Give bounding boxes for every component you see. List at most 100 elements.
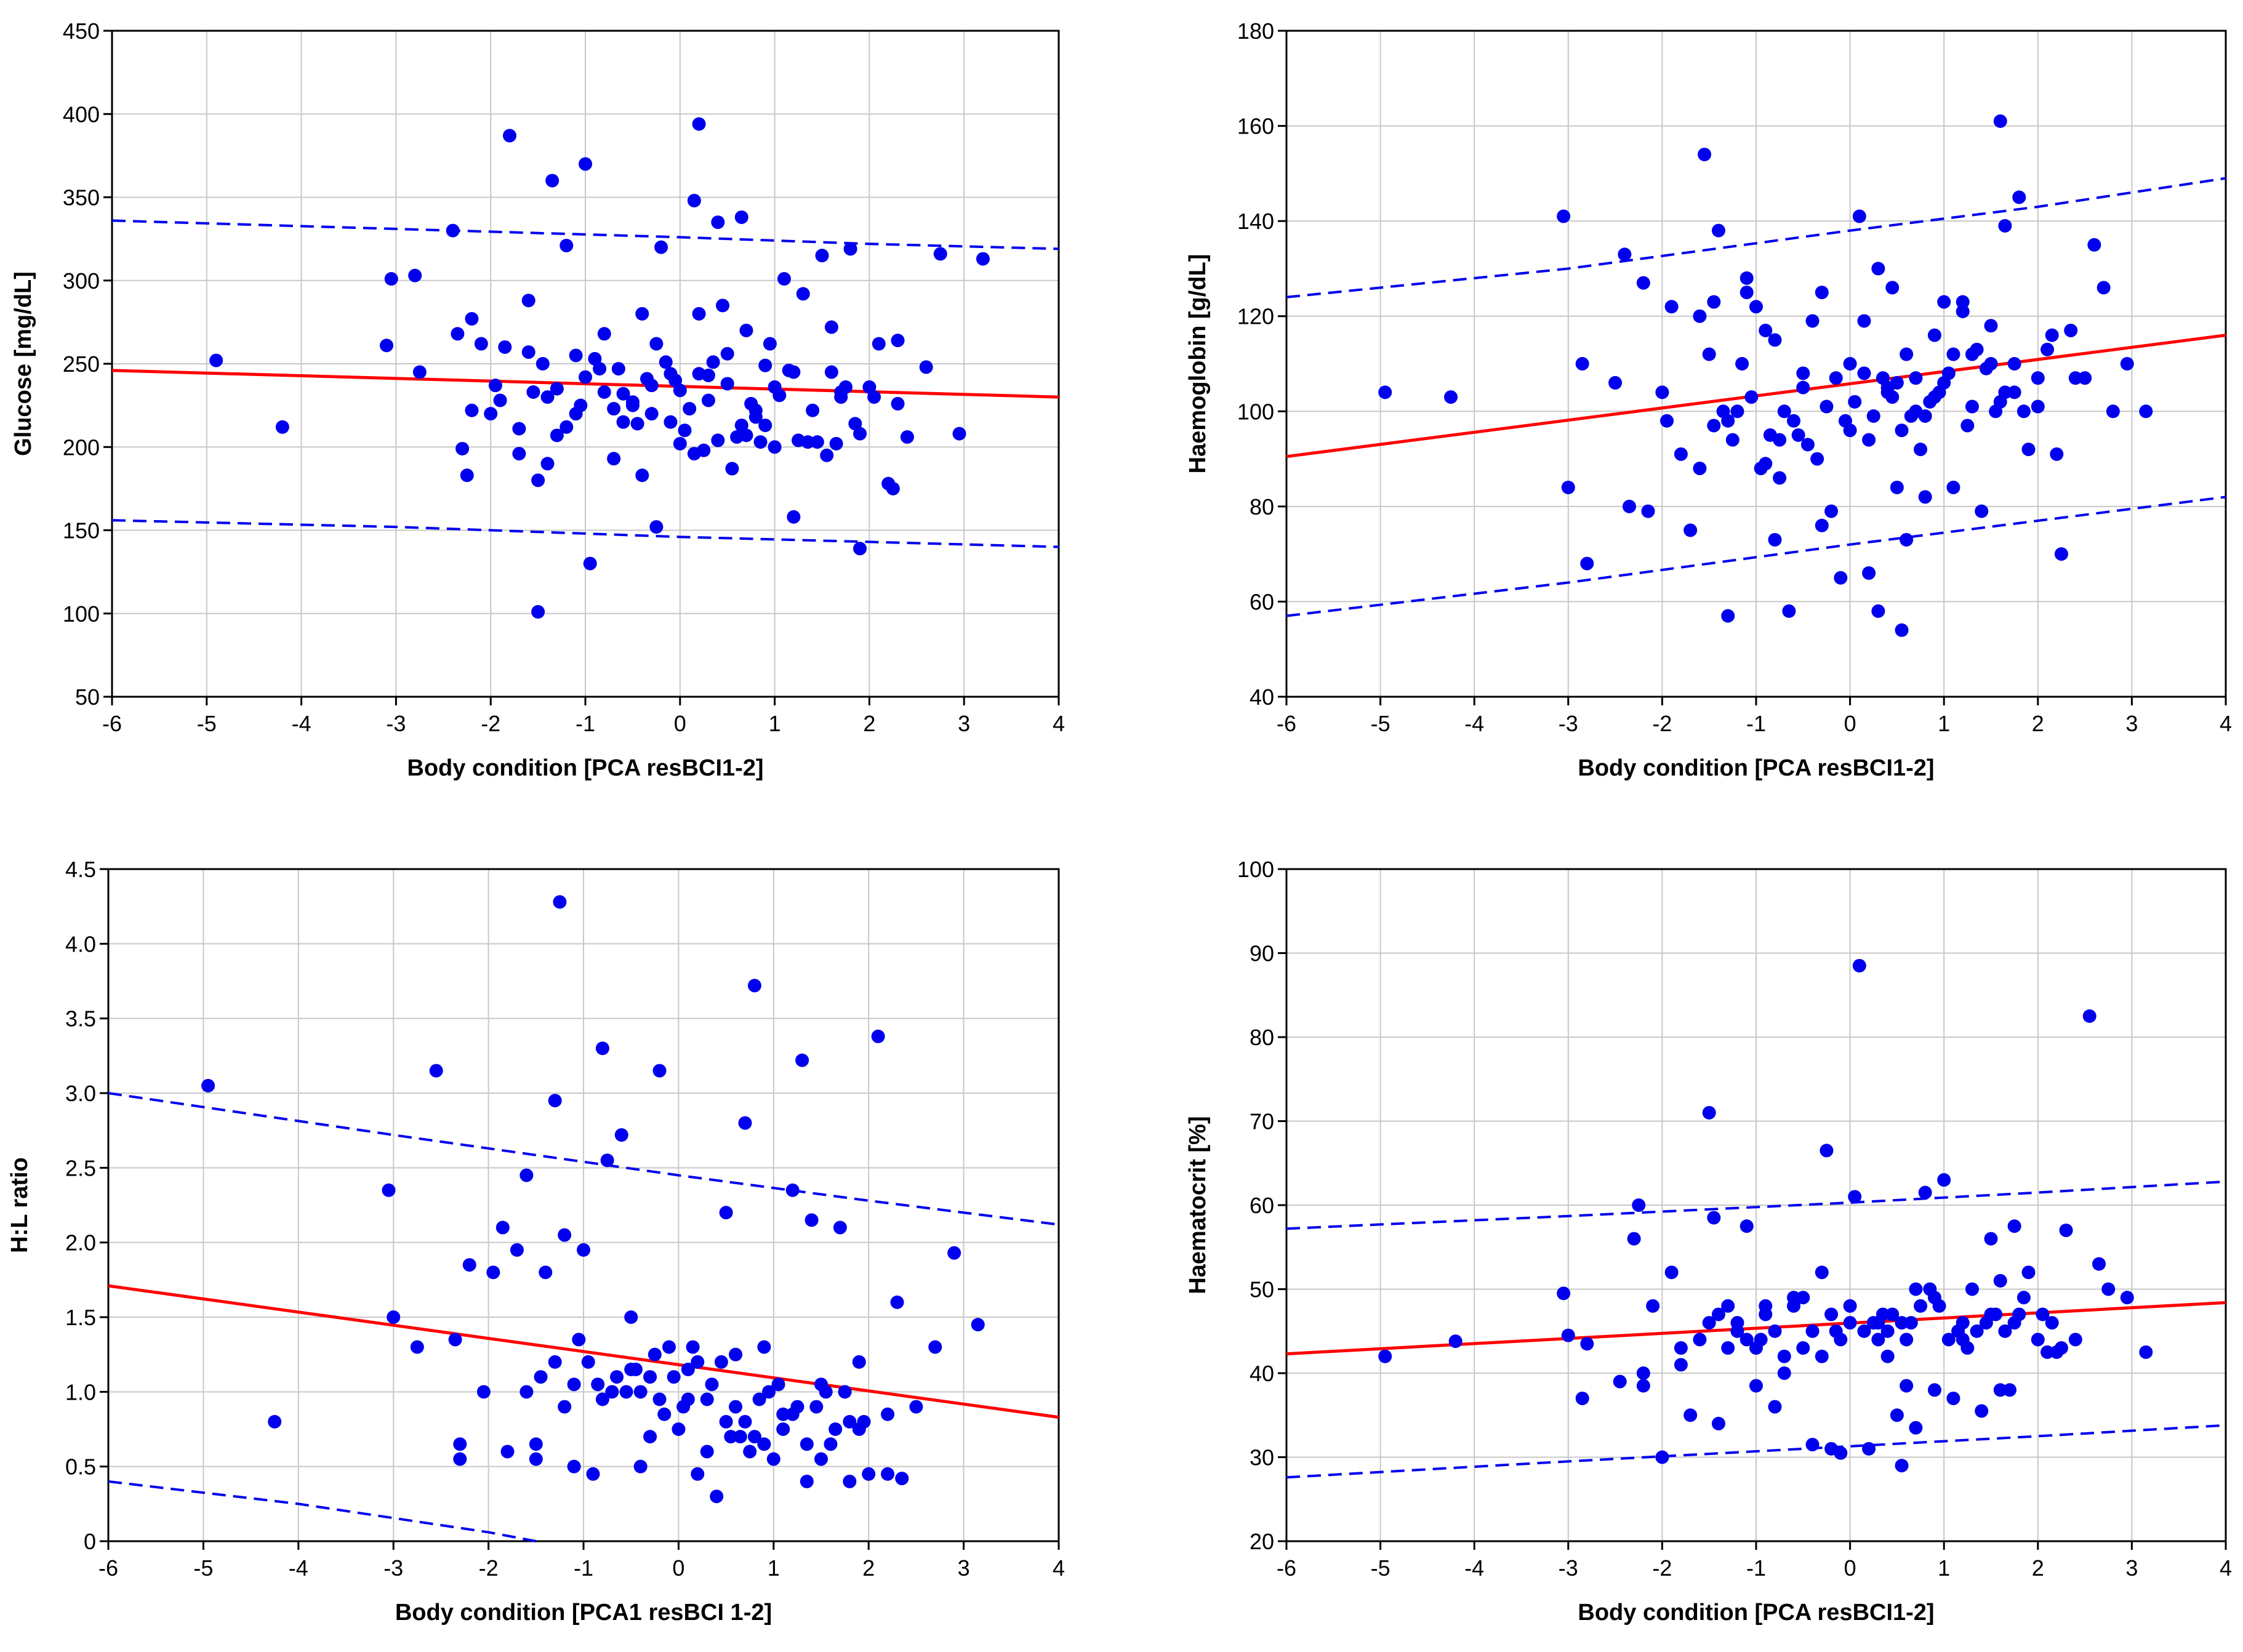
hl-ratio-data-point <box>881 1407 895 1421</box>
haemoglobin-data-point <box>1843 357 1857 371</box>
hl-ratio-data-point <box>548 1355 562 1369</box>
hl-ratio-x-tick-label: 4 <box>1053 1555 1065 1581</box>
haematocrit-data-point <box>1768 1324 1782 1338</box>
hl-ratio-data-point <box>871 1029 885 1043</box>
hl-ratio-y-tick-label: 0 <box>84 1529 96 1554</box>
hl-ratio-data-point <box>534 1370 548 1384</box>
glucose-data-point <box>768 440 782 454</box>
haemoglobin-data-point <box>2068 371 2082 385</box>
haematocrit-data-point <box>1557 1286 1571 1301</box>
hl-ratio-data-point <box>738 1414 752 1429</box>
glucose-data-point <box>843 242 857 256</box>
haemoglobin-data-point <box>1927 328 1941 342</box>
glucose-data-point <box>806 403 820 417</box>
haematocrit-data-point <box>1636 1366 1650 1380</box>
haemoglobin-data-point <box>1444 390 1458 404</box>
haemoglobin-data-point <box>1693 462 1707 476</box>
haemoglobin-data-point <box>1914 443 1928 457</box>
hl-ratio-data-point <box>747 1430 761 1444</box>
haematocrit-data-point <box>1852 958 1866 972</box>
haematocrit-data-point <box>1739 1333 1754 1347</box>
hl-ratio-data-point <box>895 1472 909 1486</box>
haemoglobin-data-point <box>2040 342 2055 356</box>
haemoglobin-data-point <box>1979 361 1993 375</box>
hl-ratio-data-point <box>662 1340 676 1354</box>
hl-ratio-data-point <box>843 1414 857 1429</box>
haemoglobin-lower-confidence-band <box>1286 495 2226 617</box>
haematocrit-data-point <box>1711 1307 1725 1321</box>
glucose-data-point <box>611 362 625 376</box>
hl-ratio-y-tick-label: 4.0 <box>65 931 96 956</box>
haematocrit-tick-labels: -6 -5 -4 -3 -2 -1 0 1 2 3 4 20 30 40 50 60 70 80 90 100 <box>1237 857 2232 1581</box>
haematocrit-x-tick-label: -3 <box>1559 1555 1578 1581</box>
hl-ratio-y-tick-label: 0.5 <box>65 1454 96 1480</box>
glucose-data-point <box>952 427 966 441</box>
haematocrit-data-point <box>2120 1291 2134 1305</box>
haemoglobin-x-tick-label: 2 <box>2032 711 2044 736</box>
glucose-data-point <box>644 407 659 421</box>
hl-ratio-data-point <box>387 1310 401 1324</box>
glucose-confidence-bands <box>111 219 1059 548</box>
haemoglobin-data-point <box>2097 281 2111 295</box>
haematocrit-x-tick-label: 3 <box>2125 1555 2138 1581</box>
haematocrit-data-point <box>1909 1282 1923 1296</box>
haematocrit-data-point <box>1796 1341 1810 1355</box>
glucose-lower-confidence-band <box>111 519 1059 548</box>
haemoglobin-data-point <box>1754 462 1768 476</box>
glucose-data-point <box>493 393 507 407</box>
haematocrit-data-point <box>2003 1383 2017 1397</box>
hl-ratio-data-point <box>558 1400 572 1414</box>
haemoglobin-data-point <box>1956 295 1970 309</box>
glucose-x-tick-label: -4 <box>292 711 311 736</box>
haematocrit-data-point <box>1815 1349 1829 1363</box>
haematocrit-data-point <box>2016 1291 2031 1305</box>
haematocrit-data-point <box>1890 1408 1904 1422</box>
glucose-data-point <box>692 307 706 321</box>
haematocrit-data-point <box>1829 1324 1843 1338</box>
haemoglobin-data-point <box>2007 357 2021 371</box>
haematocrit-data-point <box>1777 1366 1791 1380</box>
haemoglobin-data-point <box>1664 300 1679 314</box>
glucose-data-point <box>683 402 697 416</box>
haemoglobin-data-point <box>1895 423 1909 438</box>
hl-ratio-data-point <box>909 1400 923 1414</box>
haemoglobin-data-point <box>1773 433 1787 447</box>
hl-ratio-x-tick-label: -3 <box>383 1555 403 1581</box>
glucose-y-tick-label: 100 <box>63 601 100 627</box>
hl-ratio-data-point <box>776 1407 790 1421</box>
glucose-data-point <box>540 457 555 471</box>
glucose-data-point <box>540 390 555 404</box>
hl-ratio-data-point <box>857 1414 871 1429</box>
haematocrit-data-point <box>1848 1190 1862 1204</box>
glucose-y-tick-label: 50 <box>75 684 100 710</box>
hl-ratio-data-point <box>648 1347 662 1361</box>
hl-ratio-y-tick-label: 3.0 <box>65 1081 96 1106</box>
haemoglobin-data-point <box>1796 380 1810 395</box>
hl-ratio-data-point <box>771 1377 785 1392</box>
hl-ratio-data-point <box>600 1153 614 1168</box>
haematocrit-data-point <box>2082 1009 2097 1023</box>
haemoglobin-data-point <box>1965 399 1979 414</box>
hl-ratio-data-point <box>829 1422 843 1436</box>
hl-ratio-data-point <box>852 1355 866 1369</box>
glucose-x-tick-label: 0 <box>674 711 686 736</box>
haemoglobin-data-point <box>1900 347 1914 361</box>
haemoglobin-x-tick-label: 1 <box>1938 711 1950 736</box>
glucose-data-point <box>545 174 560 188</box>
haematocrit-data-point <box>1759 1307 1773 1321</box>
glucose-tick-labels: -6 -5 -4 -3 -2 -1 0 1 2 3 450100150200250300350400… <box>63 18 1065 736</box>
haemoglobin-data-point <box>1378 385 1392 399</box>
glucose-data-point <box>460 468 474 483</box>
haematocrit-panel: -6 -5 -4 -3 -2 -1 0 1 2 3 4 20 30 40 50 60 70 80 90 100 Bod… <box>1185 857 2232 1626</box>
glucose-data-point <box>569 348 583 363</box>
glucose-data-point <box>597 385 611 399</box>
haematocrit-data-point <box>1787 1299 1801 1313</box>
haematocrit-data-point <box>1880 1324 1895 1338</box>
haematocrit-data-point <box>2021 1265 2036 1280</box>
haemoglobin-data-point <box>1773 471 1787 485</box>
haematocrit-data-point <box>1862 1441 1876 1456</box>
hl-ratio-data-point <box>453 1452 467 1466</box>
hl-ratio-data-point <box>691 1467 705 1481</box>
haematocrit-data-point <box>2054 1341 2068 1355</box>
haematocrit-x-tick-label: -1 <box>1746 1555 1766 1581</box>
